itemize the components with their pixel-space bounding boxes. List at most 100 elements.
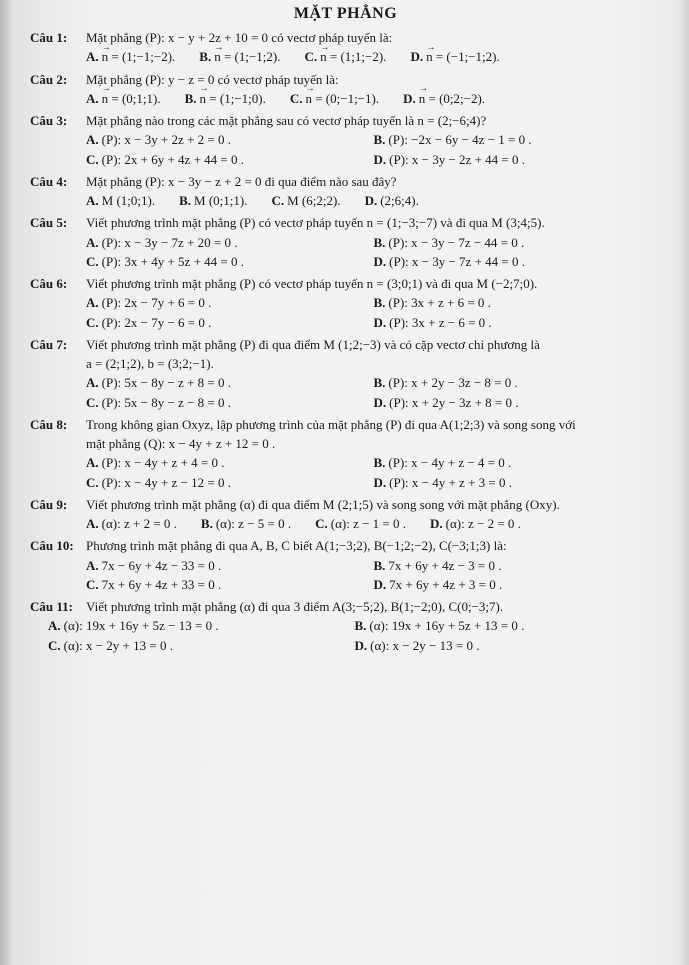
- option-letter: A.: [86, 516, 99, 531]
- options: A.(α): z + 2 = 0 .B.(α): z − 5 = 0 .C.(α…: [86, 516, 661, 532]
- option-text: (P): x − 3y − 7z + 20 = 0 .: [102, 235, 238, 250]
- option: B.n = (1;−1;2).: [199, 49, 280, 65]
- option: C.(P): 2x + 6y + 4z + 44 = 0 .: [86, 152, 350, 168]
- question-head: Câu 2:Mặt phẳng (P): y − z = 0 có vectơ …: [30, 72, 661, 88]
- option-text: 7x + 6y + 4z + 33 = 0 .: [102, 577, 222, 592]
- option-text: (P): 2x − 7y + 6 = 0 .: [102, 295, 212, 310]
- question-head: Câu 8:Trong không gian Oxyz, lập phương …: [30, 417, 661, 433]
- option: A.M (1;0;1).: [86, 193, 155, 209]
- question: Câu 5:Viết phương trình mặt phẳng (P) có…: [30, 215, 661, 270]
- option-text: (P): x + 2y − 3z + 8 = 0 .: [389, 395, 518, 410]
- question-text: Mặt phẳng (P): x − y + 2z + 10 = 0 có ve…: [86, 30, 661, 46]
- question-text: Mặt phẳng nào trong các mặt phẳng sau có…: [86, 113, 661, 129]
- option-letter: B.: [374, 295, 386, 310]
- option-text: (α): 19x + 16y + 5z − 13 = 0 .: [64, 618, 219, 633]
- option-text: (α): z − 1 = 0 .: [331, 516, 406, 531]
- option: D.(P): x − 4y + z + 3 = 0 .: [374, 475, 638, 491]
- option-letter: A.: [86, 375, 99, 390]
- question-text: Viết phương trình mặt phẳng (P) có vectơ…: [86, 215, 661, 231]
- question-label: Câu 11:: [30, 599, 86, 615]
- question-head: Câu 1:Mặt phẳng (P): x − y + 2z + 10 = 0…: [30, 30, 661, 46]
- option-letter: C.: [315, 516, 328, 531]
- option-text: (P): 5x − 8y − z − 8 = 0 .: [102, 395, 231, 410]
- options: A.n = (1;−1;−2).B.n = (1;−1;2).C.n = (1;…: [86, 49, 661, 65]
- question-label: Câu 7:: [30, 337, 86, 353]
- option: C.(α): z − 1 = 0 .: [315, 516, 406, 532]
- option-text: n = (0;2;−2).: [419, 91, 485, 106]
- question-extra: mặt phẳng (Q): x − 4y + z + 12 = 0 .: [86, 436, 661, 452]
- option-letter: B.: [374, 375, 386, 390]
- option-text: (P): 5x − 8y − z + 8 = 0 .: [102, 375, 231, 390]
- options: A.n = (0;1;1).B.n = (1;−1;0).C.n = (0;−1…: [86, 91, 661, 107]
- option: C.(P): 2x − 7y − 6 = 0 .: [86, 315, 350, 331]
- question-label: Câu 5:: [30, 215, 86, 231]
- option-text: (α): x − 2y − 13 = 0 .: [370, 638, 479, 653]
- option-text: n = (1;−1;0).: [200, 91, 266, 106]
- question-text: Viết phương trình mặt phẳng (P) có vectơ…: [86, 276, 661, 292]
- option: A.(P): 2x − 7y + 6 = 0 .: [86, 295, 350, 311]
- question-label: Câu 3:: [30, 113, 86, 129]
- exam-page: MẶT PHẲNG Câu 1:Mặt phẳng (P): x − y + 2…: [0, 0, 689, 965]
- option: D.(α): x − 2y − 13 = 0 .: [355, 638, 638, 654]
- option-text: n = (1;1;−2).: [320, 49, 386, 64]
- option: D.(P): 3x + z − 6 = 0 .: [374, 315, 638, 331]
- option-letter: A.: [48, 618, 61, 633]
- option: A.7x − 6y + 4z − 33 = 0 .: [86, 558, 350, 574]
- option-text: (P): 2x − 7y − 6 = 0 .: [102, 315, 212, 330]
- options: A.M (1;0;1).B.M (0;1;1).C.M (6;2;2).D.(2…: [86, 193, 661, 209]
- option: A.(α): 19x + 16y + 5z − 13 = 0 .: [48, 618, 331, 634]
- option: D.(P): x − 3y − 7z + 44 = 0 .: [374, 254, 638, 270]
- option-text: (P): x − 4y + z − 4 = 0 .: [388, 455, 511, 470]
- option: B.(P): 3x + z + 6 = 0 .: [374, 295, 638, 311]
- option-letter: C.: [86, 315, 99, 330]
- question-text: Viết phương trình mặt phẳng (P) đi qua đ…: [86, 337, 661, 353]
- question: Câu 6:Viết phương trình mặt phẳng (P) có…: [30, 276, 661, 331]
- option: B.(α): 19x + 16y + 5z + 13 = 0 .: [355, 618, 638, 634]
- question-head: Câu 10:Phương trình mặt phẳng đi qua A, …: [30, 538, 661, 554]
- question-label: Câu 4:: [30, 174, 86, 190]
- question-text: Phương trình mặt phẳng đi qua A, B, C bi…: [86, 538, 661, 554]
- page-title: MẶT PHẲNG: [30, 4, 661, 24]
- option-text: (2;6;4).: [380, 193, 419, 208]
- option-text: (P): 3x + z + 6 = 0 .: [388, 295, 491, 310]
- option-letter: B.: [374, 235, 386, 250]
- question-head: Câu 9:Viết phương trình mặt phẳng (α) đi…: [30, 497, 661, 513]
- option: D.(2;6;4).: [365, 193, 419, 209]
- question: Câu 10:Phương trình mặt phẳng đi qua A, …: [30, 538, 661, 593]
- option: A.n = (0;1;1).: [86, 91, 161, 107]
- option-text: (P): 2x + 6y + 4z + 44 = 0 .: [102, 152, 244, 167]
- option: C.(P): x − 4y + z − 12 = 0 .: [86, 475, 350, 491]
- option-letter: B.: [374, 455, 386, 470]
- left-shadow: [0, 0, 12, 965]
- option-text: (α): z − 2 = 0 .: [446, 516, 521, 531]
- option-letter: B.: [355, 618, 367, 633]
- option-text: (P): x − 3y + 2z + 2 = 0 .: [102, 132, 231, 147]
- option-letter: A.: [86, 295, 99, 310]
- option: D.(P): x − 3y − 2z + 44 = 0 .: [374, 152, 638, 168]
- question: Câu 2:Mặt phẳng (P): y − z = 0 có vectơ …: [30, 72, 661, 108]
- option-text: n = (1;−1;2).: [214, 49, 280, 64]
- option-letter: A.: [86, 558, 99, 573]
- option-letter: C.: [48, 638, 61, 653]
- option-letter: A.: [86, 132, 99, 147]
- option: A.(P): x − 4y + z + 4 = 0 .: [86, 455, 350, 471]
- option-text: (P): 3x + 4y + 5z + 44 = 0 .: [102, 254, 244, 269]
- option-text: (P): x − 4y + z + 4 = 0 .: [102, 455, 225, 470]
- question-head: Câu 3:Mặt phẳng nào trong các mặt phẳng …: [30, 113, 661, 129]
- option-letter: D.: [374, 577, 387, 592]
- option-letter: C.: [290, 91, 303, 106]
- option: A.(P): x − 3y − 7z + 20 = 0 .: [86, 235, 350, 251]
- option: B.(P): x − 4y + z − 4 = 0 .: [374, 455, 638, 471]
- option-letter: C.: [86, 475, 99, 490]
- option-text: 7x + 6y + 4z + 3 = 0 .: [389, 577, 502, 592]
- option-letter: C.: [86, 395, 99, 410]
- option-letter: D.: [374, 152, 387, 167]
- option: D.n = (0;2;−2).: [403, 91, 485, 107]
- option-letter: A.: [86, 49, 99, 64]
- option-text: n = (0;1;1).: [102, 91, 161, 106]
- option-text: 7x − 6y + 4z − 33 = 0 .: [102, 558, 222, 573]
- options: A.(P): x − 3y + 2z + 2 = 0 .B.(P): −2x −…: [86, 132, 661, 168]
- option-letter: D.: [430, 516, 443, 531]
- question-text: Viết phương trình mặt phẳng (α) đi qua đ…: [86, 497, 661, 513]
- option-text: (α): z − 5 = 0 .: [216, 516, 291, 531]
